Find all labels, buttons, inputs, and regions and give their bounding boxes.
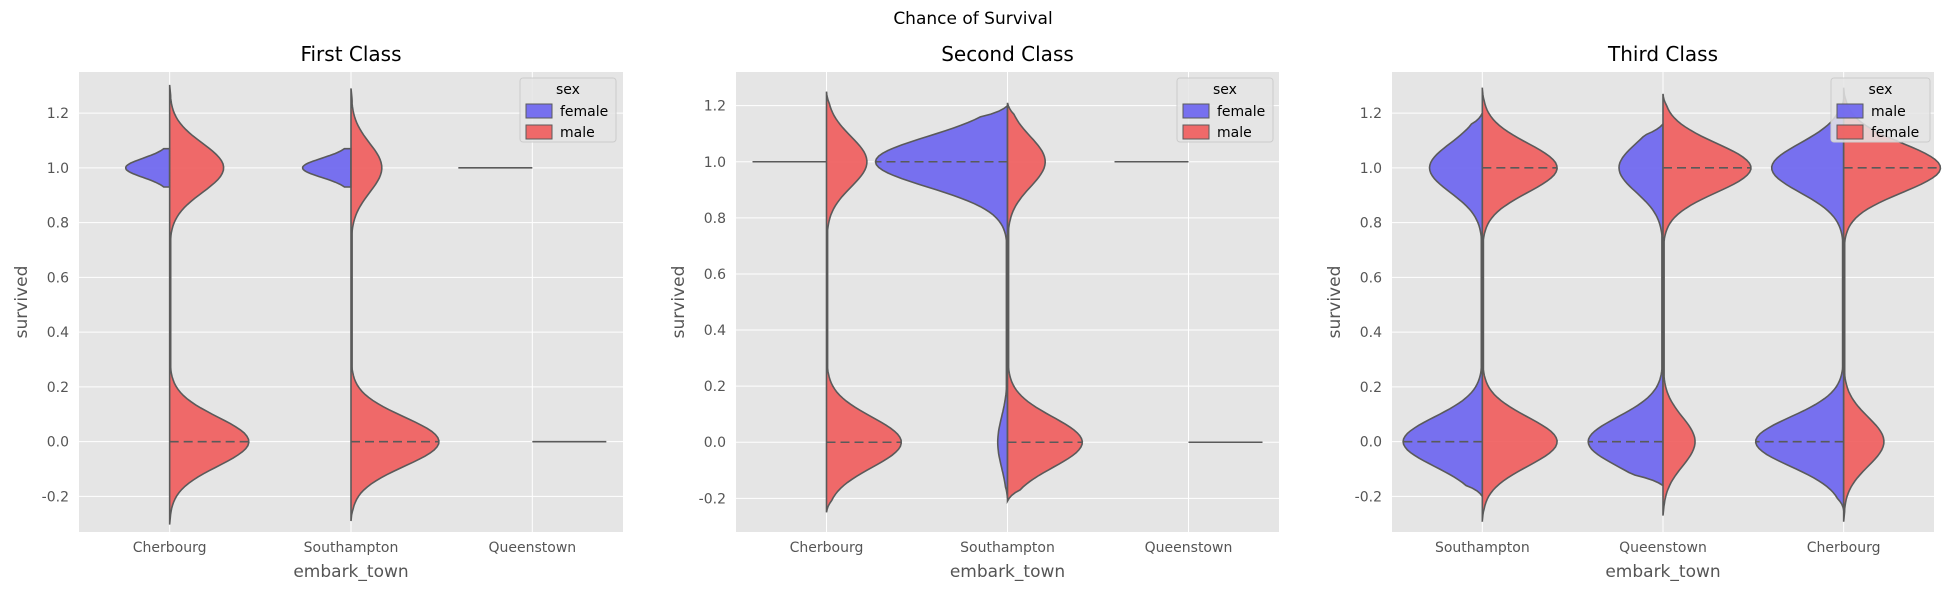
y-tick-label: -0.2 [42, 489, 69, 505]
legend-label-female: female [560, 104, 608, 120]
legend: sex female male [1176, 77, 1274, 143]
panel-title: Second Class [941, 42, 1074, 66]
legend-label-male: male [1217, 125, 1252, 141]
x-tick-label: Southampton [1435, 540, 1530, 556]
y-tick-label: 0.2 [1360, 380, 1382, 396]
male-violin-1 [168, 84, 250, 525]
female-violin-1 [1402, 112, 1484, 498]
y-tick-label: 0.0 [47, 435, 69, 451]
panel-3: -0.2 0.0 0.2 0.4 0.6 0.8 1.0 1.2 Southampton Quee… [1325, 42, 1942, 582]
male-violin-2 [1006, 102, 1084, 505]
y-tick-label: 0.6 [47, 270, 69, 286]
y-tick-label: 1.0 [704, 155, 726, 171]
legend-swatch-female [525, 103, 553, 119]
legend-swatch-female [1182, 103, 1210, 119]
legend-title: sex [556, 82, 580, 98]
legend-title: sex [1213, 82, 1237, 98]
male-violin-1 [1481, 87, 1558, 522]
y-tick-label: 1.0 [47, 161, 69, 177]
y-tick-label: 1.0 [1360, 161, 1382, 177]
panel-2: -0.2 0.0 0.2 0.4 0.6 0.8 1.0 1.2 Cherbourg Southa… [669, 42, 1279, 582]
legend-label-male: male [560, 125, 595, 141]
legend: sex male female [1830, 77, 1931, 143]
panel-title: Third Class [1607, 42, 1718, 66]
y-axis-label: survived [669, 266, 689, 339]
y-tick-label: 0.8 [47, 216, 69, 232]
legend-label-female: female [1871, 125, 1919, 141]
y-tick-label: 0.0 [1360, 435, 1382, 451]
x-tick-label: Cherbourg [790, 540, 864, 556]
x-tick-label: Cherbourg [1807, 540, 1881, 556]
y-tick-label: 0.2 [704, 379, 726, 395]
legend-label-female: female [1217, 104, 1265, 120]
female-violin-2 [1587, 122, 1664, 487]
y-tick-label: 0.6 [1360, 270, 1382, 286]
y-axis-label: survived [12, 266, 32, 339]
x-axis-label: embark_town [293, 562, 408, 582]
female-violin-3 [1754, 98, 1845, 511]
y-tick-label: 0.4 [1360, 325, 1382, 341]
y-tick-label: 1.2 [704, 99, 726, 115]
y-tick-label: -0.2 [1355, 489, 1382, 505]
y-tick-label: 0.4 [47, 325, 69, 341]
y-axis-label: survived [1325, 266, 1345, 339]
female-violin-2 [874, 104, 1009, 499]
legend-title: sex [1869, 82, 1893, 98]
male-violin-2 [1662, 93, 1752, 516]
x-tick-label: Queenstown [1619, 540, 1707, 556]
y-tick-label: 0.0 [704, 435, 726, 451]
y-tick-label: -0.2 [699, 491, 726, 507]
panel-1: -0.2 0.0 0.2 0.4 0.6 0.8 1.0 1.2 Cherbourg Southa… [12, 42, 623, 582]
x-tick-label: Queenstown [488, 540, 576, 556]
x-tick-label: Southampton [304, 540, 399, 556]
figure-suptitle: Chance of Survival [893, 9, 1052, 29]
legend-swatch-male [525, 124, 553, 140]
panels: -0.2 0.0 0.2 0.4 0.6 0.8 1.0 1.2 Cherbourg Southa… [12, 42, 1942, 582]
female-violin-1 [124, 147, 171, 188]
x-axis-label: embark_town [1605, 562, 1720, 582]
legend-swatch-female [1836, 124, 1864, 140]
y-tick-label: 1.2 [47, 106, 69, 122]
legend: sex female male [519, 77, 617, 143]
y-tick-label: 0.4 [704, 323, 726, 339]
y-tick-label: 0.6 [704, 267, 726, 283]
x-tick-label: Southampton [960, 540, 1055, 556]
x-tick-label: Queenstown [1145, 540, 1233, 556]
male-violin-3 [1842, 87, 1942, 522]
male-violin-2 [350, 88, 440, 522]
y-tick-label: 0.2 [47, 380, 69, 396]
legend-swatch-male [1182, 124, 1210, 140]
panel-title: First Class [300, 42, 401, 66]
female-violin-2 [301, 147, 352, 188]
x-tick-label: Cherbourg [133, 540, 207, 556]
x-axis-label: embark_town [950, 562, 1065, 582]
legend-swatch-male [1836, 103, 1864, 119]
y-tick-label: 0.8 [1360, 216, 1382, 232]
y-tick-label: 0.8 [704, 211, 726, 227]
legend-label-male: male [1871, 104, 1906, 120]
y-tick-label: 1.2 [1360, 106, 1382, 122]
